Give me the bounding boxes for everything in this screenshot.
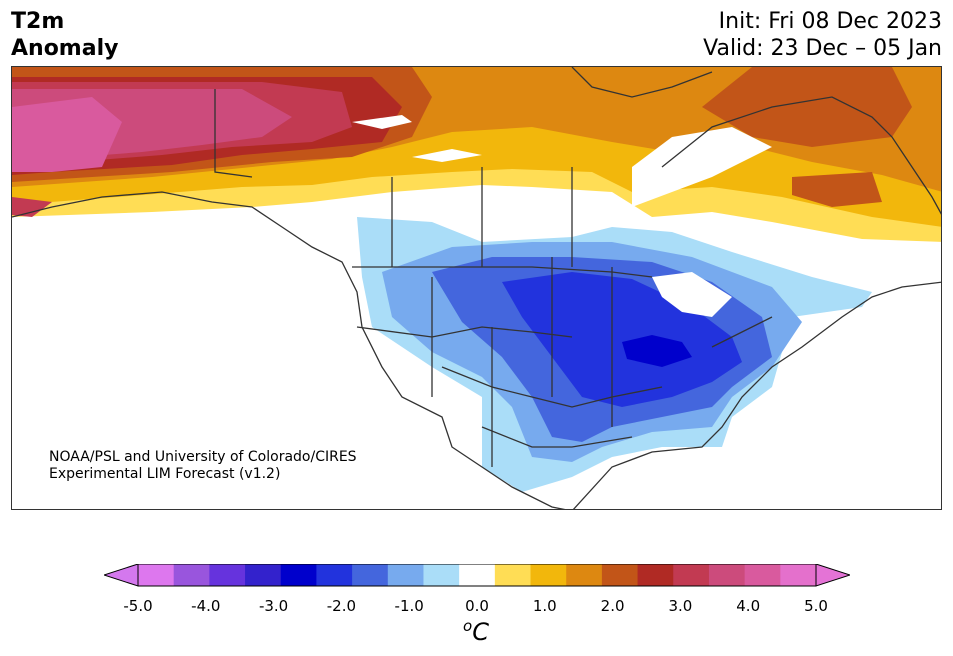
colorbar-bin [494, 564, 532, 586]
colorbar-bins [138, 564, 817, 586]
valid-range: Valid: 23 Dec – 05 Jan [703, 36, 942, 61]
colorbar-bin [530, 564, 567, 586]
colorbar-bin [209, 564, 246, 586]
hudson-bay [632, 127, 772, 207]
colorbar-bin [423, 564, 460, 586]
degree-symbol: o [463, 617, 473, 635]
colorbar-bin [637, 564, 674, 586]
colorbar-bin [744, 564, 781, 586]
colorbar-bin [173, 564, 210, 586]
colorbar-bin [459, 564, 496, 586]
great-lakes [652, 272, 732, 317]
colorbar-bin [780, 564, 817, 586]
colorbar-tick-label: -1.0 [394, 597, 424, 615]
cold-zone-5 [622, 335, 692, 367]
anomaly-map-svg [12, 67, 941, 509]
colorbar-bin [245, 564, 282, 586]
colorbar-high-extension [815, 564, 850, 587]
warm-zone-8 [12, 97, 122, 172]
colorbar-bin [601, 564, 639, 586]
colorbar-low-extension [104, 564, 139, 587]
colorbar-bin [387, 564, 424, 586]
colorbar-tick-label: -2.0 [326, 597, 357, 615]
colorbar-unit: oC [463, 617, 489, 646]
unit-letter: C [472, 618, 489, 646]
colorbar-tick-label: 5.0 [804, 597, 828, 615]
colorbar-bin [566, 564, 603, 586]
colorbar-tick-label: 2.0 [600, 597, 625, 615]
colorbar-tick-label: -5.0 [123, 597, 153, 615]
credit-line-1: NOAA/PSL and University of Colorado/CIRE… [49, 449, 357, 465]
northwest-lake-2 [412, 149, 482, 162]
colorbar-outline [137, 564, 817, 587]
colorbar-bin [352, 564, 389, 586]
credit-text: NOAA/PSL and University of Colorado/CIRE… [49, 449, 357, 483]
credit-line-2: Experimental LIM Forecast (v1.2) [49, 466, 281, 482]
colorbar-tick-label: 0.0 [465, 597, 489, 615]
title-line-1: T2m [11, 9, 65, 34]
colorbar-bin [280, 564, 317, 586]
colorbar-tick-label: -4.0 [191, 597, 221, 615]
coastlines-and-borders [12, 67, 941, 509]
colorbar-tick-label: 3.0 [668, 597, 693, 615]
colorbar-tick-label: 4.0 [736, 597, 761, 615]
colorbar-bin [138, 564, 175, 586]
colorbar [104, 564, 850, 587]
forecast-dates: Init: Fri 08 Dec 2023 Valid: 23 Dec – 05… [703, 8, 942, 62]
colorbar-tick-label: -3.0 [258, 597, 289, 615]
colorbar-tick-label: 1.0 [532, 597, 557, 615]
anomaly-map [11, 66, 942, 510]
map-title: T2m Anomaly [11, 8, 118, 62]
northwest-lake-1 [352, 115, 412, 129]
colorbar-bin [708, 564, 746, 586]
init-date: Init: Fri 08 Dec 2023 [718, 9, 942, 34]
colorbar-bin [316, 564, 353, 586]
title-line-2: Anomaly [11, 36, 119, 61]
colorbar-bin [673, 564, 710, 586]
